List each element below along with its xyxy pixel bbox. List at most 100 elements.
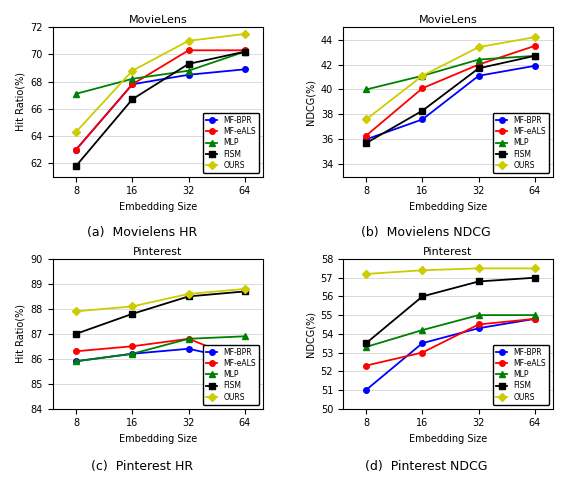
FISM bbox=[363, 340, 370, 346]
Legend: MF-BPR, MF-eALS, MLP, FISM, OURS: MF-BPR, MF-eALS, MLP, FISM, OURS bbox=[203, 113, 259, 173]
FISM bbox=[129, 311, 136, 317]
Line: MF-BPR: MF-BPR bbox=[364, 316, 538, 393]
Line: FISM: FISM bbox=[364, 53, 538, 146]
FISM bbox=[532, 275, 538, 281]
Line: FISM: FISM bbox=[364, 275, 538, 346]
MLP bbox=[532, 53, 538, 59]
X-axis label: Embedding Size: Embedding Size bbox=[119, 202, 197, 212]
Line: MF-BPR: MF-BPR bbox=[73, 346, 248, 364]
FISM bbox=[241, 289, 248, 294]
Line: OURS: OURS bbox=[364, 266, 538, 277]
Text: (b)  Movielens NDCG: (b) Movielens NDCG bbox=[361, 226, 491, 239]
FISM bbox=[475, 65, 482, 71]
MF-BPR bbox=[532, 316, 538, 322]
Line: MF-BPR: MF-BPR bbox=[73, 66, 248, 152]
Line: MLP: MLP bbox=[73, 334, 248, 364]
MF-eALS bbox=[73, 348, 80, 354]
OURS bbox=[73, 308, 80, 314]
Line: MF-eALS: MF-eALS bbox=[73, 336, 248, 364]
MF-eALS bbox=[532, 316, 538, 322]
OURS bbox=[419, 267, 426, 273]
MF-eALS bbox=[185, 47, 192, 53]
MF-BPR bbox=[185, 72, 192, 77]
OURS bbox=[241, 286, 248, 292]
FISM bbox=[185, 61, 192, 67]
MF-BPR bbox=[73, 147, 80, 152]
Line: FISM: FISM bbox=[73, 289, 248, 337]
Title: Pinterest: Pinterest bbox=[423, 247, 473, 257]
MF-eALS bbox=[129, 81, 136, 87]
MLP bbox=[363, 344, 370, 350]
MLP bbox=[532, 312, 538, 318]
OURS bbox=[475, 44, 482, 50]
MLP bbox=[185, 68, 192, 74]
MF-eALS bbox=[73, 147, 80, 152]
MF-BPR bbox=[363, 137, 370, 142]
Text: (a)  Movielens HR: (a) Movielens HR bbox=[87, 226, 197, 239]
MF-BPR bbox=[241, 66, 248, 72]
FISM bbox=[185, 293, 192, 299]
MF-BPR bbox=[475, 326, 482, 331]
MF-eALS bbox=[363, 133, 370, 139]
MF-eALS bbox=[419, 86, 426, 91]
OURS bbox=[363, 117, 370, 122]
Legend: MF-BPR, MF-eALS, MLP, FISM, OURS: MF-BPR, MF-eALS, MLP, FISM, OURS bbox=[203, 345, 259, 405]
Y-axis label: Hit Ratio(%): Hit Ratio(%) bbox=[15, 73, 25, 131]
MLP bbox=[73, 91, 80, 97]
MLP bbox=[241, 334, 248, 339]
MF-BPR bbox=[419, 340, 426, 346]
OURS bbox=[185, 291, 192, 297]
X-axis label: Embedding Size: Embedding Size bbox=[409, 434, 487, 444]
MLP bbox=[73, 358, 80, 364]
Line: OURS: OURS bbox=[73, 31, 248, 135]
MLP bbox=[475, 312, 482, 318]
OURS bbox=[241, 31, 248, 37]
MLP bbox=[363, 87, 370, 92]
MF-BPR bbox=[73, 358, 80, 364]
MF-BPR bbox=[532, 63, 538, 69]
MF-eALS bbox=[475, 322, 482, 327]
Text: (c)  Pinterest HR: (c) Pinterest HR bbox=[91, 460, 193, 473]
Line: MF-BPR: MF-BPR bbox=[364, 63, 538, 142]
FISM bbox=[363, 140, 370, 146]
Line: MF-eALS: MF-eALS bbox=[364, 316, 538, 369]
OURS bbox=[73, 129, 80, 135]
Y-axis label: Hit Ratio(%): Hit Ratio(%) bbox=[15, 304, 25, 363]
MF-BPR bbox=[363, 387, 370, 393]
Line: MF-eALS: MF-eALS bbox=[73, 47, 248, 152]
MLP bbox=[129, 351, 136, 357]
MF-BPR bbox=[129, 81, 136, 87]
Text: (d)  Pinterest NDCG: (d) Pinterest NDCG bbox=[365, 460, 487, 473]
MLP bbox=[129, 76, 136, 82]
MF-eALS bbox=[241, 358, 248, 364]
MLP bbox=[419, 73, 426, 79]
MLP bbox=[185, 336, 192, 342]
Title: MovieLens: MovieLens bbox=[419, 15, 477, 25]
MF-BPR bbox=[475, 73, 482, 79]
OURS bbox=[532, 265, 538, 271]
MLP bbox=[241, 49, 248, 54]
OURS bbox=[475, 265, 482, 271]
FISM bbox=[532, 53, 538, 59]
FISM bbox=[475, 279, 482, 284]
Title: Pinterest: Pinterest bbox=[133, 247, 182, 257]
Line: MLP: MLP bbox=[73, 49, 248, 97]
MF-eALS bbox=[532, 43, 538, 49]
Legend: MF-BPR, MF-eALS, MLP, FISM, OURS: MF-BPR, MF-eALS, MLP, FISM, OURS bbox=[493, 113, 549, 173]
X-axis label: Embedding Size: Embedding Size bbox=[119, 434, 197, 444]
Line: MLP: MLP bbox=[364, 53, 538, 92]
Title: MovieLens: MovieLens bbox=[128, 15, 187, 25]
MLP bbox=[475, 57, 482, 63]
Line: MLP: MLP bbox=[364, 312, 538, 350]
FISM bbox=[129, 97, 136, 102]
OURS bbox=[363, 271, 370, 277]
FISM bbox=[419, 293, 426, 299]
OURS bbox=[129, 304, 136, 309]
X-axis label: Embedding Size: Embedding Size bbox=[409, 202, 487, 212]
Legend: MF-BPR, MF-eALS, MLP, FISM, OURS: MF-BPR, MF-eALS, MLP, FISM, OURS bbox=[493, 345, 549, 405]
MF-eALS bbox=[419, 349, 426, 355]
FISM bbox=[241, 49, 248, 54]
OURS bbox=[185, 38, 192, 43]
MF-eALS bbox=[185, 336, 192, 342]
Y-axis label: NDCG(%): NDCG(%) bbox=[305, 79, 315, 125]
